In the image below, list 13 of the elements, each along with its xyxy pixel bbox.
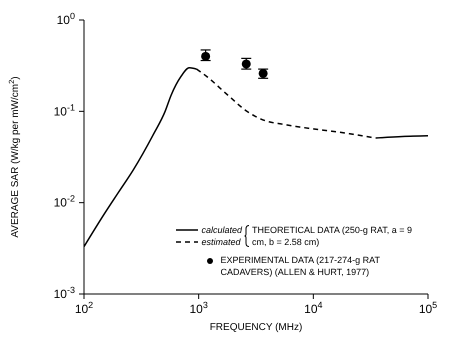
legend-label: calculated <box>201 224 242 236</box>
y-tick-label: 10$^{0}$ <box>56 11 75 27</box>
y-tick-label: 10$^{-1}$ <box>54 102 75 118</box>
x-tick-label: 10$^{3}$ <box>189 300 208 316</box>
y-tick-label: 10$^{-2}$ <box>54 194 75 210</box>
x-tick-label: 10$^{4}$ <box>304 300 323 316</box>
annotation: THEORETICAL DATA (250-g RAT, a = 9 cm, b = 2.58 cm) <box>252 225 412 247</box>
x-tick-label: 10$^{2}$ <box>74 300 94 316</box>
x-tick-label: 10$^{5}$ <box>418 300 438 316</box>
x-axis-title: FREQUENCY (MHz) <box>210 322 302 333</box>
legend-label: EXPERIMENTAL DATA (217-274-g RAT CADAVERS) (ALLEN & HURT, 1977) <box>220 254 381 278</box>
y-tick-label: 10$^{-3}$ <box>54 285 75 301</box>
legend-label: estimated <box>201 236 240 248</box>
